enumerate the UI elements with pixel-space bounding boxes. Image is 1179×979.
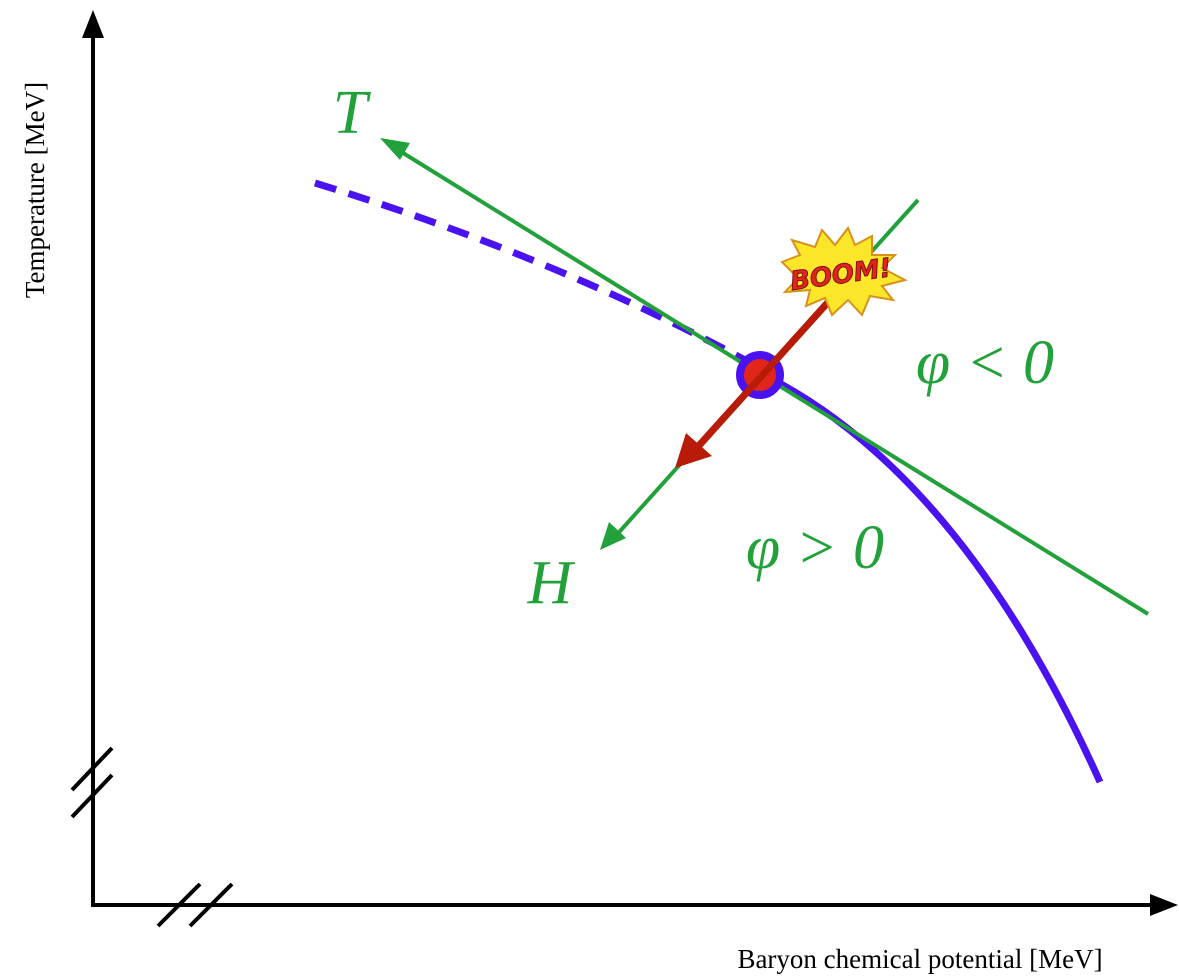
y-axis-label: Temperature [MeV] <box>20 82 50 298</box>
phi-positive-label: φ > 0 <box>746 514 884 582</box>
t-label: T <box>333 79 372 147</box>
crossover-line <box>313 179 747 364</box>
h-arrowhead <box>600 522 626 550</box>
y-axis-arrow <box>82 10 104 38</box>
t-arrowhead <box>380 138 410 160</box>
boom-burst <box>780 226 908 317</box>
x-axis-arrow <box>1150 894 1178 916</box>
x-axis-break <box>156 882 234 928</box>
red-arrowhead <box>675 433 712 468</box>
y-axis-break <box>70 746 114 819</box>
h-label: H <box>527 549 576 617</box>
x-axis-label: Baryon chemical potential [MeV] <box>737 944 1102 974</box>
red-arrow-line <box>692 297 833 453</box>
phi-negative-label: φ < 0 <box>916 329 1054 397</box>
first-order-line <box>756 368 1104 784</box>
